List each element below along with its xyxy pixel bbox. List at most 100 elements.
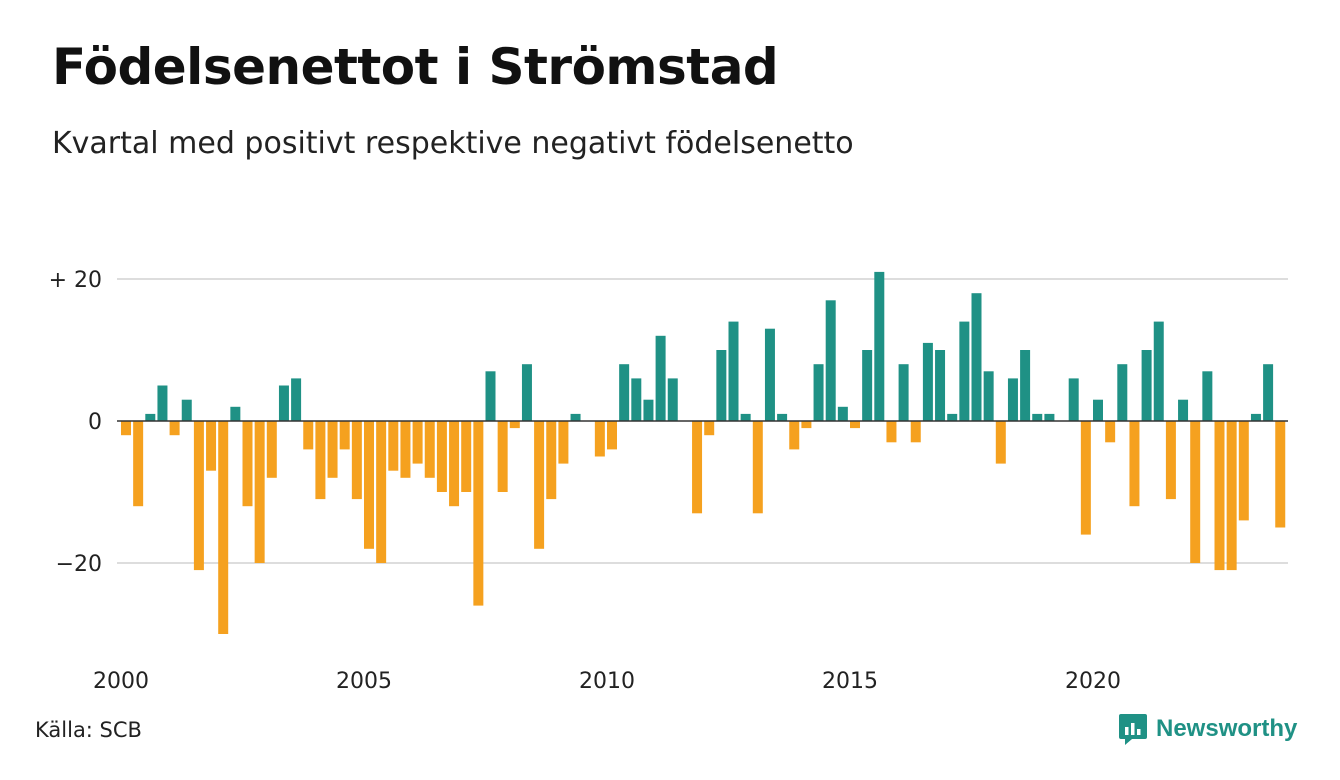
- bar-2017-q3: [971, 293, 982, 421]
- bar-2016-q3: [922, 342, 933, 421]
- bar-2009-q4: [594, 421, 605, 457]
- bar-2013-q4: [789, 421, 800, 450]
- bar-2014-q3: [825, 300, 836, 421]
- newsworthy-logo-icon: [1119, 714, 1147, 745]
- bar-2003-q1: [266, 421, 277, 478]
- x-tick-label: 2005: [336, 669, 392, 694]
- bar-2015-q1: [850, 421, 860, 429]
- bar-2018-q4: [1032, 413, 1043, 421]
- bar-2011-q4: [692, 421, 703, 514]
- bar-2003-q4: [303, 421, 314, 450]
- x-tick-label: 2000: [93, 669, 149, 694]
- bar-2008-q4: [546, 421, 557, 500]
- bar-2019-q1: [1044, 413, 1055, 421]
- bar-2005-q2: [376, 421, 387, 563]
- bar-2017-q2: [959, 321, 970, 421]
- bar-2011-q1: [655, 335, 666, 421]
- bar-2022-q4: [1226, 421, 1237, 571]
- bar-2008-q2: [521, 364, 532, 421]
- bar-2021-q3: [1165, 421, 1176, 500]
- bar-2004-q1: [315, 421, 326, 500]
- bar-2023-q3: [1263, 364, 1274, 421]
- bar-2022-q1: [1190, 421, 1201, 563]
- bar-2008-q1: [509, 421, 520, 429]
- bar-2006-q1: [412, 421, 423, 464]
- bar-2012-q3: [728, 321, 739, 421]
- bar-2008-q3: [534, 421, 545, 549]
- bar-2015-q2: [862, 350, 873, 421]
- y-tick-label: + 20: [49, 268, 102, 293]
- bar-2007-q3: [485, 371, 496, 421]
- bar-2018-q1: [995, 421, 1006, 464]
- bar-2009-q2: [570, 413, 581, 421]
- bar-2017-q4: [983, 371, 994, 421]
- x-tick-label: 2020: [1065, 669, 1121, 694]
- bar-2012-q2: [716, 350, 727, 421]
- bar-2011-q2: [667, 378, 678, 421]
- bar-2017-q1: [947, 413, 958, 421]
- bar-2005-q3: [388, 421, 399, 471]
- bar-2021-q2: [1153, 321, 1164, 421]
- bar-2010-q3: [631, 378, 642, 421]
- bar-2021-q4: [1178, 399, 1189, 421]
- bar-2022-q3: [1214, 421, 1225, 571]
- bar-2016-q4: [935, 350, 946, 421]
- bar-2001-q3: [193, 421, 204, 571]
- bar-2015-q3: [874, 271, 885, 421]
- bar-2015-q4: [886, 421, 897, 443]
- bar-2004-q3: [339, 421, 350, 450]
- bar-2014-q2: [813, 364, 824, 421]
- bar-2007-q4: [497, 421, 508, 492]
- bar-2007-q1: [461, 421, 472, 492]
- bar-2002-q4: [254, 421, 265, 563]
- bar-2019-q4: [1080, 421, 1091, 535]
- bar-2013-q1: [752, 421, 763, 514]
- bar-2023-q1: [1238, 421, 1249, 521]
- bar-2006-q3: [436, 421, 447, 492]
- bar-2006-q4: [449, 421, 460, 507]
- bar-2005-q1: [364, 421, 374, 549]
- bar-2016-q2: [910, 421, 921, 443]
- bar-2010-q1: [607, 421, 617, 450]
- bar-2000-q1: [121, 421, 131, 436]
- bar-2018-q2: [1007, 378, 1018, 421]
- bar-2001-q2: [181, 399, 192, 421]
- bar-2013-q2: [764, 328, 775, 421]
- bar-2001-q1: [169, 421, 180, 436]
- y-tick-label: −20: [56, 552, 102, 577]
- bar-2013-q3: [777, 413, 788, 421]
- bar-2007-q2: [473, 421, 484, 606]
- bar-2004-q4: [351, 421, 362, 500]
- bar-2016-q1: [898, 364, 909, 421]
- x-tick-label: 2015: [822, 669, 878, 694]
- bar-2010-q2: [619, 364, 630, 421]
- bar-2018-q3: [1020, 350, 1031, 421]
- bar-2001-q4: [206, 421, 217, 471]
- bar-2003-q2: [278, 385, 289, 421]
- bar-2000-q4: [157, 385, 168, 421]
- bar-2002-q1: [218, 421, 229, 634]
- bar-2014-q1: [801, 421, 812, 429]
- bar-2020-q4: [1129, 421, 1140, 507]
- chart-title: Födelsenettot i Strömstad: [52, 38, 779, 96]
- bar-2000-q3: [145, 413, 156, 421]
- brand-name: Newsworthy: [1156, 715, 1298, 742]
- bar-2012-q1: [704, 421, 715, 436]
- y-tick-label: 0: [88, 410, 102, 435]
- bar-2023-q4: [1275, 421, 1286, 528]
- bar-2003-q3: [291, 378, 302, 421]
- x-tick-label: 2010: [579, 669, 635, 694]
- bar-2002-q2: [230, 406, 241, 421]
- bar-2000-q2: [133, 421, 144, 507]
- brand-logo: Newsworthy: [1118, 712, 1297, 746]
- bar-2020-q1: [1093, 399, 1103, 421]
- bar-2020-q3: [1117, 364, 1128, 421]
- bar-2012-q4: [740, 413, 751, 421]
- bar-2005-q4: [400, 421, 411, 478]
- bar-2010-q4: [643, 399, 654, 421]
- bar-2009-q1: [558, 421, 569, 464]
- bar-2023-q2: [1250, 413, 1261, 421]
- source-note: Källa: SCB: [35, 718, 142, 742]
- bar-2019-q3: [1068, 378, 1079, 421]
